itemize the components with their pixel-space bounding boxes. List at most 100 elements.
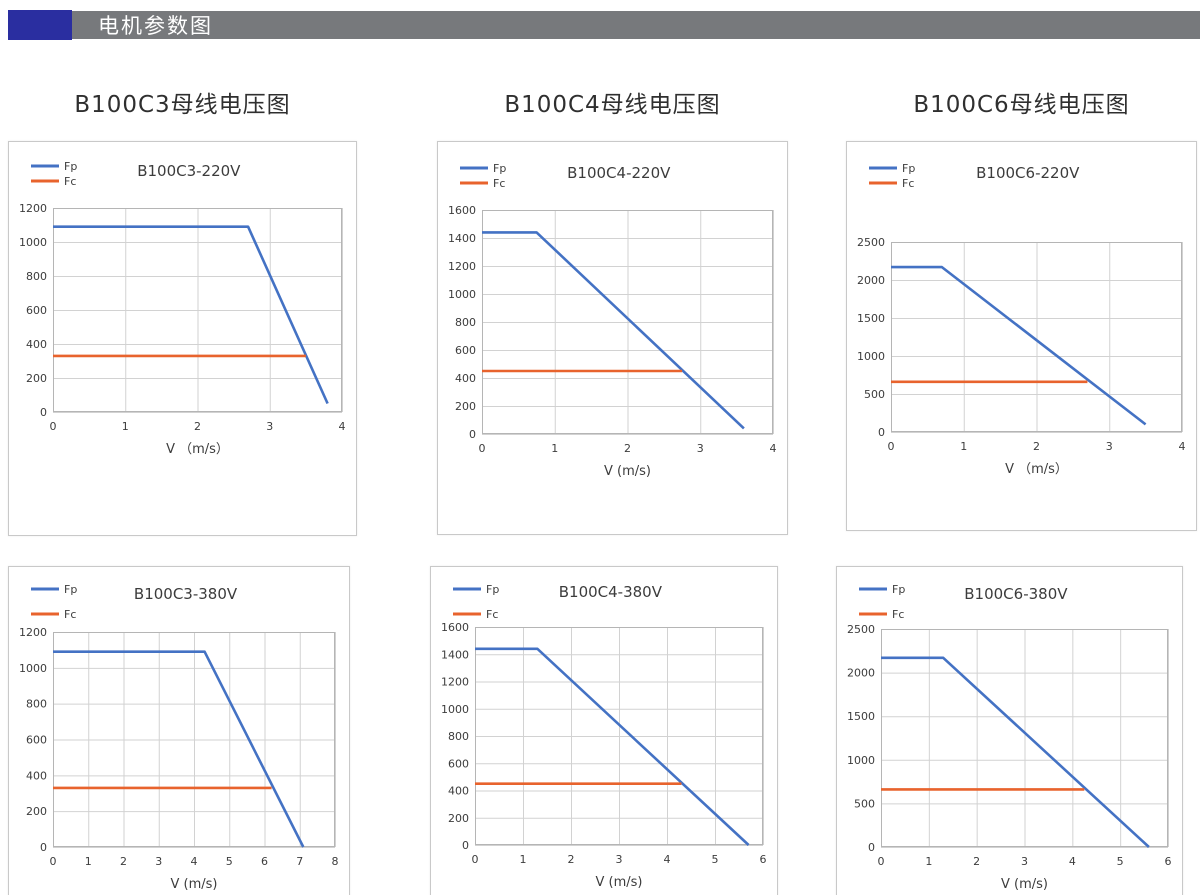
chart-canvas: 0 200 400 600 800 1000 1200 0 1 2 3 4 5 6 7 8 V (m/s) Fp F… — [19, 583, 339, 892]
chart-b100c3-380v: 0 200 400 600 800 1000 1200 0 1 2 3 4 5 6 7 8 V (m/s) Fp F… — [8, 566, 350, 895]
x-tick-label: 2 — [120, 855, 127, 868]
y-tick-label: 400 — [26, 338, 47, 351]
x-axis-label: V (m/s) — [604, 464, 651, 479]
fp-line — [53, 225, 329, 405]
legend-label-fp: Fp — [64, 160, 77, 173]
y-tick-label: 1000 — [441, 703, 469, 716]
x-tick-label: 4 — [770, 442, 777, 455]
x-axis-label: V （m/s） — [1005, 462, 1068, 477]
plot-border — [475, 627, 763, 845]
y-tick-label: 400 — [26, 769, 47, 782]
y-tick-label: 500 — [864, 388, 885, 401]
y-tick-label: 0 — [40, 406, 47, 419]
charts-row-220v: 0 200 400 600 800 1000 1200 0 1 2 3 4 V （m/s） Fp Fc B10… — [0, 141, 1200, 536]
x-tick-label: 2 — [194, 420, 201, 433]
fp-line — [881, 656, 1150, 848]
y-tick-label: 2000 — [847, 667, 875, 680]
chart-canvas: 0 200 400 600 800 1000 1200 1400 1600 0 1 2 3 4 5 6 V (m… — [441, 583, 767, 890]
y-tick-label: 1400 — [448, 232, 476, 245]
chart-canvas: 0 500 1000 1500 2000 2500 0 1 2 3 4 V （m/s） Fp Fc B100… — [857, 162, 1186, 477]
y-tick-label: 0 — [469, 428, 476, 441]
x-tick-label: 1 — [122, 420, 129, 433]
x-tick-label: 0 — [50, 855, 57, 868]
legend-label-fp: Fp — [902, 162, 915, 175]
y-tick-label: 1000 — [19, 662, 47, 675]
fp-line — [53, 650, 305, 848]
x-tick-label: 6 — [760, 853, 767, 866]
fp-line — [482, 231, 745, 430]
x-tick-label: 5 — [1117, 855, 1124, 868]
chart-title: B100C3-220V — [137, 162, 241, 180]
y-tick-label: 1500 — [847, 710, 875, 723]
chart-title: B100C6-380V — [964, 585, 1068, 603]
y-tick-label: 600 — [455, 344, 476, 357]
y-tick-label: 1600 — [441, 621, 469, 634]
chart-title: B100C6-220V — [976, 164, 1080, 182]
x-tick-label: 0 — [50, 420, 57, 433]
legend-label-fc: Fc — [892, 608, 904, 621]
x-tick-label: 1 — [85, 855, 92, 868]
y-tick-label: 2500 — [857, 236, 885, 249]
y-tick-label: 0 — [40, 841, 47, 854]
y-tick-label: 400 — [455, 372, 476, 385]
x-tick-label: 2 — [1033, 440, 1040, 453]
x-tick-label: 6 — [1165, 855, 1172, 868]
y-tick-label: 1000 — [19, 236, 47, 249]
y-tick-label: 0 — [868, 841, 875, 854]
plot-border — [53, 208, 342, 412]
header-bar: 电机参数图 — [72, 11, 1200, 39]
chart-b100c6-380v: 0 500 1000 1500 2000 2500 0 1 2 3 4 5 6 V (m/s) Fp Fc B1… — [836, 566, 1183, 895]
x-tick-label: 0 — [888, 440, 895, 453]
x-tick-label: 4 — [664, 853, 671, 866]
x-tick-label: 1 — [520, 853, 527, 866]
y-tick-label: 0 — [878, 426, 885, 439]
chart-title: B100C4-220V — [567, 164, 671, 182]
x-tick-label: 5 — [226, 855, 233, 868]
x-tick-label: 3 — [697, 442, 704, 455]
plot-border — [881, 629, 1168, 847]
x-tick-label: 4 — [191, 855, 198, 868]
y-tick-label: 600 — [448, 757, 469, 770]
x-tick-label: 8 — [332, 855, 339, 868]
x-tick-label: 3 — [266, 420, 273, 433]
gridlines — [891, 242, 1183, 433]
chart-canvas: 0 200 400 600 800 1000 1200 0 1 2 3 4 V （m/s） Fp Fc B10… — [19, 160, 346, 457]
y-tick-label: 200 — [26, 805, 47, 818]
x-tick-label: 3 — [1021, 855, 1028, 868]
y-tick-label: 0 — [462, 839, 469, 852]
header-accent-block — [8, 10, 72, 40]
y-tick-label: 200 — [26, 372, 47, 385]
legend-label-fp: Fp — [486, 583, 499, 596]
y-tick-label: 200 — [455, 400, 476, 413]
charts-row-380v: 0 200 400 600 800 1000 1200 0 1 2 3 4 5 6 7 8 V (m/s) Fp F… — [0, 566, 1200, 895]
y-tick-label: 600 — [26, 734, 47, 747]
y-tick-label: 1400 — [441, 648, 469, 661]
y-tick-label: 200 — [448, 812, 469, 825]
x-tick-label: 0 — [878, 855, 885, 868]
y-tick-label: 2000 — [857, 274, 885, 287]
x-tick-label: 7 — [296, 855, 303, 868]
legend-label-fc: Fc — [64, 608, 76, 621]
chart-b100c4-220v: 0 200 400 600 800 1000 1200 1400 1600 0 1 2 3 4 V (m/s… — [437, 141, 788, 535]
plot-border — [53, 632, 335, 847]
page-header: 电机参数图 — [8, 10, 1200, 40]
y-tick-label: 800 — [448, 730, 469, 743]
plot-border — [891, 242, 1182, 432]
chart-title: B100C3-380V — [134, 585, 238, 603]
x-tick-label: 4 — [1179, 440, 1186, 453]
legend-label-fc: Fc — [486, 608, 498, 621]
x-tick-label: 0 — [472, 853, 479, 866]
legend-label-fc: Fc — [64, 175, 76, 188]
x-tick-label: 2 — [568, 853, 575, 866]
y-tick-label: 500 — [854, 797, 875, 810]
y-tick-label: 1000 — [857, 350, 885, 363]
x-tick-label: 1 — [551, 442, 558, 455]
y-tick-label: 1200 — [19, 202, 47, 215]
section-title-b100c6: B100C6母线电压图 — [913, 92, 1130, 118]
page-title: 电机参数图 — [98, 14, 213, 38]
chart-b100c6-220v: 0 500 1000 1500 2000 2500 0 1 2 3 4 V （m/s） Fp Fc B100… — [846, 141, 1197, 531]
y-tick-label: 1200 — [448, 260, 476, 273]
x-tick-label: 4 — [339, 420, 346, 433]
y-tick-label: 2500 — [847, 623, 875, 636]
